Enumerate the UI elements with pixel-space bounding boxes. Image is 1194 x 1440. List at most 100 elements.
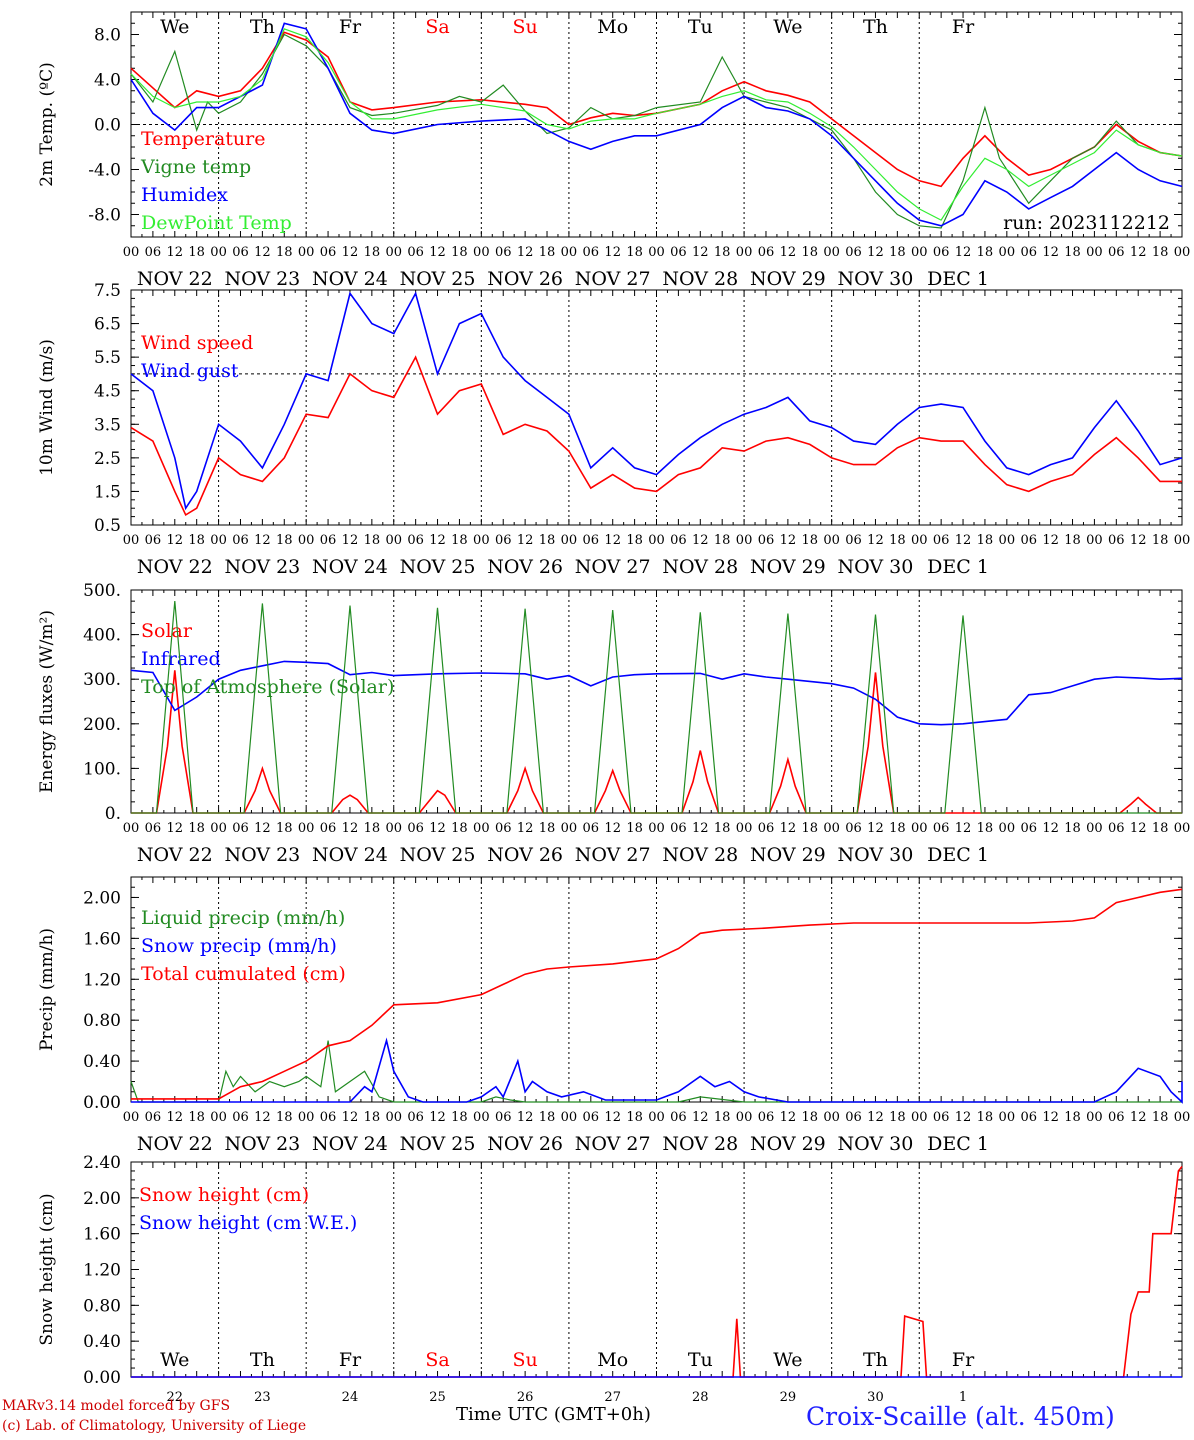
day-number-label: 26 (517, 1390, 534, 1405)
hour-tick-label: 00 (648, 245, 665, 260)
hour-tick-label: 00 (1174, 245, 1191, 260)
hour-tick-label: 06 (320, 245, 337, 260)
y-tick-label: 1.20 (83, 970, 121, 990)
hour-tick-label: 18 (714, 533, 731, 548)
hour-tick-label: 12 (1042, 1110, 1059, 1125)
hour-tick-label: 00 (473, 533, 490, 548)
hour-tick-label: 00 (210, 245, 227, 260)
legend-label: Vigne temp (140, 156, 251, 178)
date-label: DEC 1 (927, 844, 989, 866)
hour-tick-label: 00 (123, 533, 140, 548)
hour-tick-label: 06 (845, 821, 862, 836)
hour-tick-label: 00 (561, 821, 578, 836)
hour-tick-label: 12 (780, 245, 797, 260)
hour-tick-label: 00 (210, 1110, 227, 1125)
hour-tick-label: 06 (758, 821, 775, 836)
date-label: NOV 24 (312, 268, 388, 290)
day-name-label: We (773, 16, 802, 38)
hour-tick-label: 00 (298, 1110, 315, 1125)
y-tick-label: 5.5 (94, 348, 121, 368)
hour-tick-label: 12 (167, 1110, 184, 1125)
hour-tick-label: 12 (1042, 821, 1059, 836)
hour-tick-label: 12 (167, 821, 184, 836)
y-tick-label: 1.5 (94, 482, 121, 502)
hour-tick-label: 18 (539, 821, 556, 836)
date-label: NOV 24 (312, 556, 388, 578)
date-label: NOV 30 (838, 1133, 914, 1155)
date-label: NOV 23 (224, 1133, 300, 1155)
hour-tick-label: 06 (232, 821, 249, 836)
station-label: Croix-Scaille (alt. 450m) (806, 1402, 1115, 1431)
hour-tick-label: 00 (736, 245, 753, 260)
date-label: NOV 25 (400, 1133, 476, 1155)
hour-tick-label: 18 (276, 1110, 293, 1125)
hour-tick-label: 18 (714, 821, 731, 836)
hour-tick-label: 06 (758, 245, 775, 260)
hour-tick-label: 18 (977, 1110, 994, 1125)
date-label: NOV 29 (750, 556, 826, 578)
day-name-label: Tu (688, 1349, 713, 1371)
hour-tick-label: 12 (429, 1110, 446, 1125)
credit-line-2: (c) Lab. of Climatology, University of L… (2, 1418, 307, 1434)
hour-tick-label: 06 (670, 533, 687, 548)
date-label: NOV 25 (400, 844, 476, 866)
hour-tick-label: 12 (1130, 1110, 1147, 1125)
date-label: DEC 1 (927, 1133, 989, 1155)
hour-tick-label: 18 (801, 821, 818, 836)
y-tick-label: 4.5 (94, 382, 121, 402)
hour-tick-label: 18 (626, 533, 643, 548)
y-axis-title: Snow height (cm) (37, 1193, 57, 1345)
day-name-label: We (160, 1349, 189, 1371)
hour-tick-label: 06 (495, 821, 512, 836)
day-name-label: Sa (425, 1349, 449, 1371)
hour-tick-label: 06 (583, 245, 600, 260)
hour-tick-label: 06 (1108, 533, 1125, 548)
hour-tick-label: 00 (385, 821, 402, 836)
hour-tick-label: 12 (780, 533, 797, 548)
hour-tick-label: 00 (298, 533, 315, 548)
date-label: NOV 28 (662, 556, 738, 578)
hour-tick-label: 00 (123, 821, 140, 836)
series-line-infrared (130, 660, 1183, 726)
legend-label: Total cumulated (cm) (141, 963, 346, 985)
hour-tick-label: 00 (385, 245, 402, 260)
hour-tick-label: 12 (1130, 245, 1147, 260)
hour-tick-label: 18 (1064, 821, 1081, 836)
hour-tick-label: 06 (933, 245, 950, 260)
panel-2: 0.5 1.5 2.5 3.5 4.5 5.5 6.5 7.5 10m Wind (m/s) Wi… (37, 281, 1190, 578)
hour-tick-label: 00 (911, 245, 928, 260)
hour-tick-label: 06 (145, 245, 162, 260)
legend-label: Snow precip (mm/h) (141, 935, 337, 957)
date-label: NOV 26 (487, 844, 563, 866)
hour-tick-label: 00 (911, 1110, 928, 1125)
y-tick-label: 4.0 (94, 71, 121, 91)
legend-label: Liquid precip (mm/h) (141, 907, 345, 929)
date-label: NOV 24 (312, 844, 388, 866)
series-line-vigne-temp (130, 33, 1183, 229)
hour-tick-label: 18 (451, 1110, 468, 1125)
y-tick-label: 200. (83, 715, 121, 735)
y-tick-label: 2.00 (83, 888, 121, 908)
hour-tick-label: 06 (407, 821, 424, 836)
day-number-label: 30 (867, 1390, 884, 1405)
hour-tick-label: 12 (780, 821, 797, 836)
hour-tick-label: 12 (342, 821, 359, 836)
hour-tick-label: 12 (254, 821, 271, 836)
series-line-temperature (130, 31, 1183, 188)
hour-tick-label: 18 (889, 1110, 906, 1125)
y-tick-label: 2.40 (83, 1153, 121, 1173)
y-tick-label: 0.5 (94, 516, 121, 536)
date-label: NOV 23 (224, 844, 300, 866)
date-label: NOV 24 (312, 1133, 388, 1155)
hour-tick-label: 00 (648, 1110, 665, 1125)
y-tick-label: -8.0 (88, 206, 121, 226)
date-label: NOV 30 (838, 844, 914, 866)
hour-tick-label: 06 (232, 245, 249, 260)
hour-tick-label: 18 (188, 821, 205, 836)
day-name-label: Mo (597, 1349, 628, 1371)
hour-tick-label: 12 (517, 1110, 534, 1125)
hour-tick-label: 00 (1086, 1110, 1103, 1125)
hour-tick-label: 18 (801, 245, 818, 260)
date-label: NOV 28 (662, 1133, 738, 1155)
y-tick-label: 0.80 (83, 1296, 121, 1316)
